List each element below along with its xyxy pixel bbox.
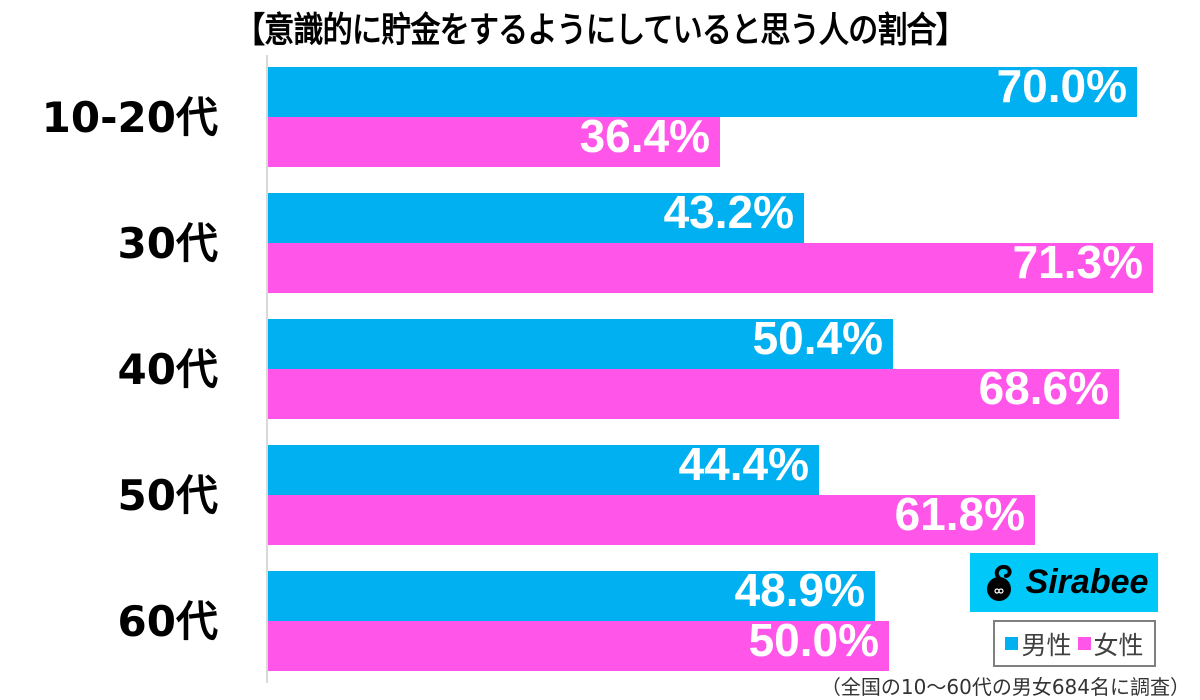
bar-value-label: 36.4% [579, 110, 710, 162]
category-label: 60代 [117, 597, 218, 646]
legend-item-female: 女性 [1077, 626, 1144, 662]
bar-female: 68.6% [268, 365, 1119, 419]
legend-item-male: 男性 [1005, 626, 1072, 662]
bar-value-label: 68.6% [978, 362, 1109, 414]
sirabee-logo: Sirabee [970, 553, 1158, 612]
bar-male: 48.9% [268, 567, 875, 621]
bar-value-label: 61.8% [894, 488, 1025, 540]
bar-male: 50.4% [268, 315, 893, 369]
bar-male: 44.4% [268, 441, 819, 495]
bar-female: 61.8% [268, 491, 1035, 545]
legend-label-male: 男性 [1021, 630, 1072, 660]
sirabee-mascot-icon [986, 564, 1012, 601]
bar-female: 50.0% [268, 617, 889, 671]
brand-name: Sirabee [1025, 563, 1149, 601]
bar-male: 70.0% [268, 63, 1137, 117]
bar-value-label: 43.2% [663, 186, 794, 238]
chart-title: 【意識的に貯金をするようにしていると思う人の割合】 [234, 11, 966, 51]
bar-female: 71.3% [268, 239, 1153, 293]
bar-male: 43.2% [268, 189, 804, 243]
bar-value-label: 50.0% [748, 614, 879, 666]
category-label: 10-20代 [41, 93, 218, 142]
bar-value-label: 44.4% [678, 438, 809, 490]
category-label: 30代 [117, 219, 218, 268]
male-swatch-icon [1005, 637, 1019, 650]
legend: 男性 女性 [993, 620, 1156, 667]
bar-female: 36.4% [268, 113, 720, 167]
survey-footnote: （全国の10〜60代の男女684名に調査） [820, 675, 1190, 699]
bar-value-label: 48.9% [734, 564, 865, 616]
category-label: 50代 [117, 471, 218, 520]
female-swatch-icon [1077, 637, 1091, 650]
bar-value-label: 70.0% [996, 60, 1127, 112]
legend-label-female: 女性 [1093, 630, 1144, 660]
bar-value-label: 71.3% [1012, 236, 1143, 288]
y-axis-line [266, 55, 268, 683]
bar-value-label: 50.4% [752, 312, 883, 364]
category-label: 40代 [117, 345, 218, 394]
